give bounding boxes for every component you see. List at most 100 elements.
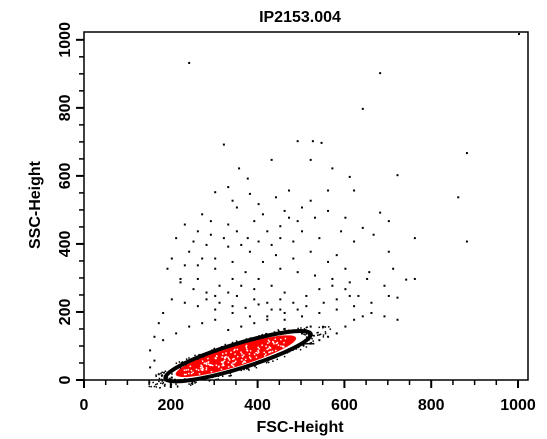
halo-point (245, 366, 247, 369)
speckle (227, 357, 230, 360)
halo-point (203, 376, 206, 379)
scatter-point (327, 209, 330, 212)
halo-point (200, 355, 203, 358)
halo-point (261, 333, 264, 336)
halo-point (171, 370, 174, 373)
y-tick-label: 400 (57, 230, 74, 257)
scatter-point (209, 233, 212, 236)
halo-point (316, 334, 319, 337)
halo-point (318, 326, 321, 329)
speckle (240, 358, 243, 361)
scatter-point (240, 325, 243, 328)
scatter-point (240, 284, 243, 287)
speckle (275, 342, 278, 345)
speckle (263, 354, 266, 357)
scatter-point (353, 318, 356, 321)
speckle (198, 372, 201, 375)
halo-point (256, 362, 259, 365)
speckle (192, 371, 195, 374)
halo-point (276, 358, 279, 361)
speckle (215, 364, 218, 367)
halo-point (303, 340, 306, 343)
speckle (279, 338, 282, 341)
halo-point (227, 344, 230, 347)
speckle (257, 349, 259, 352)
halo-point (293, 329, 296, 332)
halo-point (163, 371, 166, 374)
halo-point (274, 333, 277, 336)
halo-point (163, 385, 166, 387)
halo-point (327, 325, 330, 328)
scatter-point (270, 158, 273, 161)
speckle (215, 357, 218, 360)
scatter-point (301, 332, 304, 335)
scatter-point (227, 291, 230, 294)
scatter-point (192, 288, 195, 291)
speckle (201, 367, 204, 369)
scatter-point (266, 315, 269, 318)
scatter-point (344, 325, 347, 328)
speckle (201, 365, 203, 368)
scatter-point (205, 243, 208, 246)
scatter-point (261, 213, 264, 216)
halo-point (265, 332, 267, 335)
scatter-point (274, 254, 277, 257)
scatter-point (157, 322, 160, 325)
halo-point (223, 372, 226, 375)
scatter-point (238, 167, 241, 170)
halo-point (288, 349, 291, 351)
halo-point (269, 333, 271, 336)
scatter-point (227, 186, 230, 189)
speckle (277, 344, 280, 347)
scatter-point (314, 274, 317, 277)
halo-point (157, 380, 160, 383)
halo-point (185, 358, 188, 361)
halo-point (308, 339, 311, 341)
scatter-point (222, 143, 225, 146)
speckle (279, 345, 282, 347)
scatter-point (257, 240, 260, 243)
scatter-point (244, 306, 247, 309)
halo-point (271, 360, 274, 363)
halo-point (220, 345, 223, 348)
speckle (209, 364, 211, 367)
scatter-point (318, 339, 321, 342)
speckle (241, 355, 244, 358)
halo-point (257, 336, 260, 339)
halo-point (295, 347, 298, 350)
halo-point (175, 362, 178, 365)
halo-point (283, 352, 286, 355)
halo-point (226, 346, 229, 349)
speckle (241, 352, 243, 355)
scatter-point (287, 216, 290, 219)
scatter-point (318, 288, 321, 291)
scatter-point (188, 325, 191, 328)
speckle (273, 342, 275, 345)
scatter-point (465, 240, 468, 243)
halo-point (175, 383, 177, 386)
scatter-point (279, 225, 282, 228)
halo-point (239, 342, 241, 345)
speckle (215, 354, 218, 357)
scatter-point (457, 196, 460, 199)
scatter-point (149, 349, 152, 352)
scatter-point (231, 199, 234, 202)
scatter-point (179, 281, 182, 284)
halo-point (321, 325, 324, 328)
halo-point (276, 355, 279, 358)
scatter-point (353, 305, 356, 308)
speckle (244, 358, 247, 361)
halo-point (283, 355, 286, 358)
speckle (284, 337, 287, 340)
scatter-point (353, 240, 356, 243)
speckle (222, 360, 225, 363)
speckle (227, 365, 230, 368)
scatter-point (246, 177, 249, 180)
halo-point (176, 381, 179, 383)
halo-point (284, 330, 287, 333)
halo-point (307, 330, 310, 333)
halo-point (177, 366, 180, 369)
scatter-point (311, 140, 314, 143)
speckle (242, 354, 245, 357)
halo-point (293, 347, 296, 350)
